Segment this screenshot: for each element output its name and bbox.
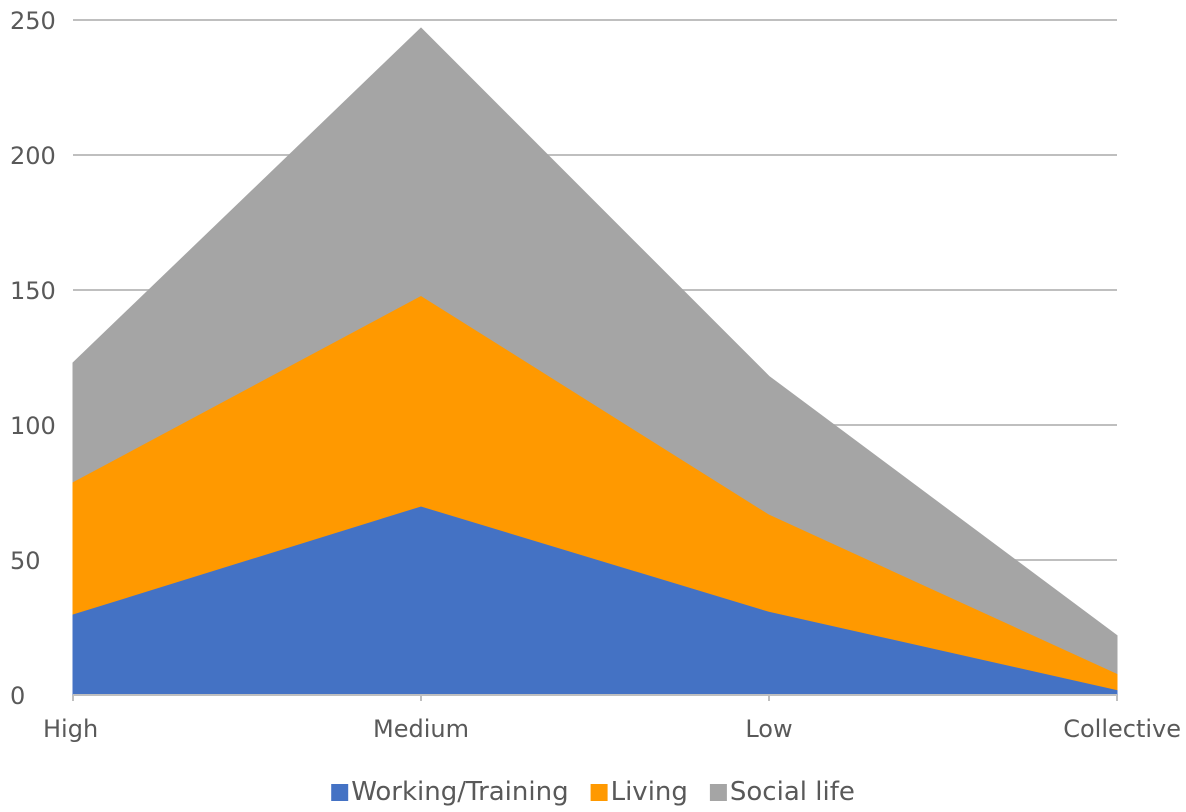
x-tick-label-collective: Collective — [1063, 715, 1181, 743]
y-tick-label-100: 100 — [10, 412, 56, 440]
legend-label-social-life: Social life — [730, 777, 855, 807]
legend-swatch-social-life — [709, 784, 727, 801]
y-tick-label-250: 250 — [10, 7, 56, 35]
plot-areas — [72, 27, 1118, 696]
legend-swatch-living — [590, 784, 608, 801]
y-tick-label-200: 200 — [10, 142, 56, 170]
y-axis-tick-labels: 0 50 100 150 200 250 — [10, 7, 56, 710]
legend-swatch-working-training — [331, 784, 349, 801]
legend: Working/Training Living Social life — [331, 777, 855, 807]
area-social-life — [72, 27, 1118, 675]
legend-item-working-training: Working/Training — [331, 777, 569, 807]
axes — [72, 694, 1118, 701]
legend-label-living: Living — [611, 777, 688, 807]
y-tick-label-150: 150 — [10, 277, 56, 305]
x-axis-tick-labels: High Medium Low Collective — [43, 715, 1181, 743]
legend-label-working-training: Working/Training — [351, 777, 568, 807]
y-tick-label-50: 50 — [10, 547, 41, 575]
x-tick-label-low: Low — [745, 715, 792, 743]
legend-item-social-life: Social life — [709, 777, 855, 807]
x-tick-label-medium: Medium — [373, 715, 469, 743]
legend-item-living: Living — [590, 777, 688, 807]
x-tick-label-high: High — [43, 715, 98, 743]
y-tick-label-0: 0 — [10, 682, 25, 710]
